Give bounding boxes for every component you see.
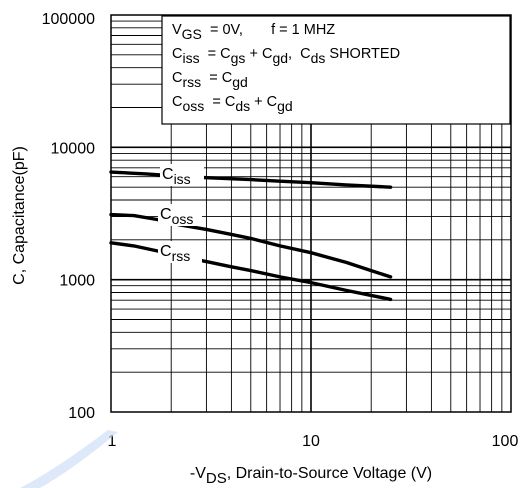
plot-frame xyxy=(110,14,512,413)
series-line-ciss xyxy=(109,170,393,189)
series-label-coss: Coss xyxy=(160,206,193,227)
x-tick-label: 1 xyxy=(108,433,117,450)
y-axis-label: C, Capacitance(pF) xyxy=(11,146,28,285)
series-line-coss xyxy=(109,212,393,279)
series-line-crss xyxy=(109,241,393,302)
x-axis-label: -VDS, Drain-to-Source Voltage (V) xyxy=(190,465,432,487)
legend: VGS = 0V, f = 1 MHZ Ciss = Cgs + Cgd, Cds… xyxy=(161,15,511,125)
legend-line: Crss = Cgd xyxy=(172,70,248,90)
series-label-bg xyxy=(160,164,204,186)
x-tick-label: 10 xyxy=(302,433,320,450)
legend-line: Coss = Cds + Cgd xyxy=(172,94,293,114)
series-label-ciss: Ciss xyxy=(162,166,191,187)
series-lines: Ciss Coss Crss xyxy=(109,164,393,302)
legend-box xyxy=(161,15,511,125)
x-tick-label: 100 xyxy=(492,433,519,450)
series-label-bg xyxy=(158,204,202,226)
watermark-slash xyxy=(20,430,118,488)
tick-labels: 1 10 100 100 1000 10000 100000 xyxy=(42,11,519,450)
y-tick-label: 100000 xyxy=(42,11,95,28)
y-tick-label: 1000 xyxy=(59,273,95,290)
legend-line: VGS = 0V, f = 1 MHZ xyxy=(172,22,335,42)
series-label-crss: Crss xyxy=(160,243,190,264)
y-tick-label: 100 xyxy=(68,405,95,422)
axis-labels: -VDS, Drain-to-Source Voltage (V) C, Capa… xyxy=(11,146,432,487)
series-label-bg xyxy=(158,241,202,263)
legend-line: Ciss = Cgs + Cgd, Cds SHORTED xyxy=(172,46,400,66)
y-tick-label: 10000 xyxy=(51,140,96,157)
